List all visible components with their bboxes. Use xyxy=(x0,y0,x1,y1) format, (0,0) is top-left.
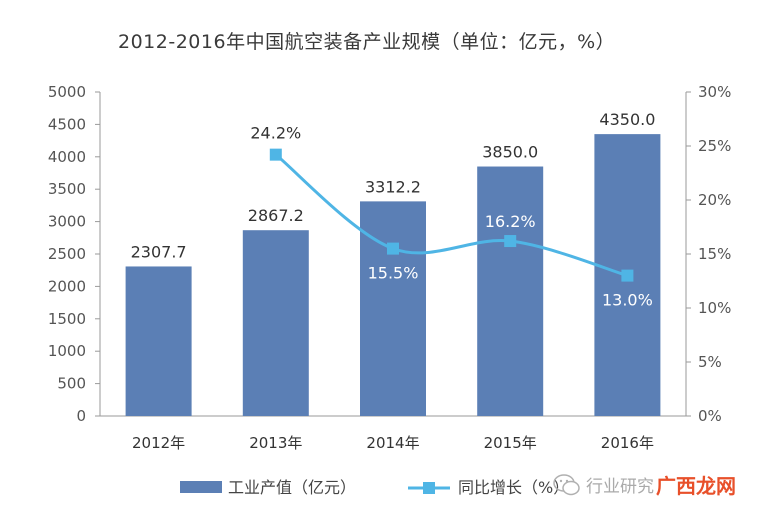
legend-line-label: 同比增长（%） xyxy=(458,478,569,497)
y-left-tick-label: 2500 xyxy=(48,245,86,263)
growth-line xyxy=(274,153,628,278)
bar-data-label: 3312.2 xyxy=(365,177,421,196)
y-right-tick-label: 25% xyxy=(698,137,731,155)
y-left-tick-label: 1000 xyxy=(48,342,86,360)
line-data-label: 13.0% xyxy=(602,291,653,310)
x-tick-label: 2015年 xyxy=(484,434,537,452)
legend-bar-swatch xyxy=(180,481,222,493)
line-marker xyxy=(387,242,399,255)
legend-line-marker xyxy=(423,482,435,494)
x-tick-label: 2016年 xyxy=(601,434,654,452)
y-left-tick-label: 0 xyxy=(76,407,86,425)
watermark-brand: 广西龙网 xyxy=(656,474,736,498)
axes: 0 500 1000 1500 2000 2500 3000 3500 4000 4500 5000… xyxy=(48,83,732,452)
bar-data-label: 4350.0 xyxy=(599,110,655,129)
x-tick-label: 2012年 xyxy=(132,434,185,452)
y-left-tick-label: 1500 xyxy=(48,310,86,328)
y-left-tick-label: 5000 xyxy=(48,83,86,101)
line-data-label: 15.5% xyxy=(368,264,419,283)
y-left-tick-label: 500 xyxy=(57,375,86,393)
bar xyxy=(242,230,309,416)
line-data-label: 16.2% xyxy=(485,212,536,231)
y-right-tick-label: 10% xyxy=(698,299,731,317)
line-marker xyxy=(269,148,282,161)
y-right-tick-label: 15% xyxy=(698,245,731,263)
bar-data-label: 2867.2 xyxy=(248,206,304,225)
y-left-tick-label: 4000 xyxy=(48,148,86,166)
bar xyxy=(125,266,192,416)
legend-bar-label: 工业产值（亿元） xyxy=(228,478,356,497)
line-data-label: 24.2% xyxy=(250,124,301,143)
x-tick-label: 2013年 xyxy=(249,434,302,452)
line-series: 24.2% 15.5% 16.2% 13.0% xyxy=(250,124,652,310)
bar xyxy=(360,201,426,416)
line-marker xyxy=(621,269,634,282)
line-marker xyxy=(504,235,517,248)
y-left-tick-label: 3000 xyxy=(48,213,86,231)
y-left-tick-label: 3500 xyxy=(48,180,86,198)
bar xyxy=(477,166,544,416)
wechat-icon xyxy=(553,473,580,495)
x-tick-label: 2014年 xyxy=(366,434,419,452)
bar-data-label: 3850.0 xyxy=(482,143,538,162)
bar-series: 2307.7 2867.2 3312.2 3850.0 4350.0 xyxy=(125,110,661,416)
y-left-tick-label: 4500 xyxy=(48,115,86,133)
watermark-text: 行业研究 xyxy=(586,477,654,497)
bar-data-label: 2307.7 xyxy=(131,242,187,261)
y-right-tick-label: 30% xyxy=(698,83,731,101)
y-right-tick-label: 5% xyxy=(698,353,722,371)
y-right-tick-label: 20% xyxy=(698,191,731,209)
y-left-tick-label: 2000 xyxy=(48,277,86,295)
legend: 工业产值（亿元） 同比增长（%） xyxy=(180,478,569,497)
watermark: 行业研究 广西龙网 xyxy=(552,462,757,507)
chart-title: 2012-2016年中国航空装备产业规模（单位：亿元，%） xyxy=(118,31,616,53)
y-right-tick-label: 0% xyxy=(698,407,722,425)
